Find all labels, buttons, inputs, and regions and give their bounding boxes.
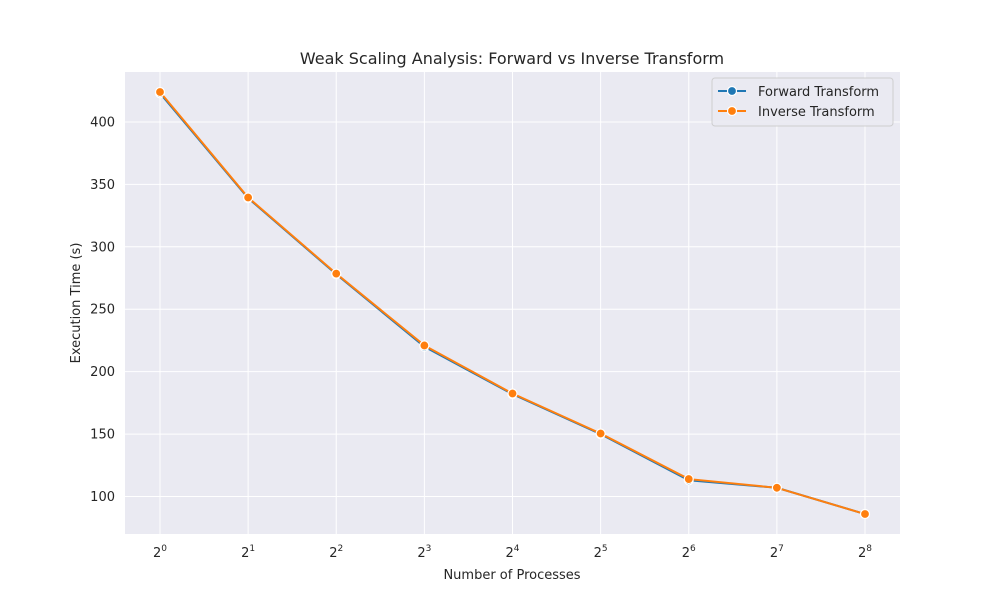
y-tick-label: 200 — [90, 365, 115, 380]
y-tick-label: 150 — [90, 428, 115, 443]
y-tick-label: 400 — [90, 115, 115, 130]
y-tick-label: 100 — [90, 490, 115, 505]
x-tick-label: 22 — [329, 544, 343, 561]
data-point — [771, 482, 782, 493]
x-tick-label: 26 — [682, 544, 696, 561]
legend: Forward Transform Inverse Transform — [711, 77, 894, 127]
data-point — [154, 86, 166, 98]
y-tick-label: 350 — [90, 178, 115, 193]
legend-marker — [726, 85, 738, 97]
grid — [125, 72, 900, 534]
legend-box — [711, 77, 894, 127]
data-point — [419, 340, 430, 351]
y-axis-label: Execution Time (s) — [69, 243, 84, 364]
data-point — [595, 428, 606, 439]
x-axis-label: Number of Processes — [443, 568, 580, 583]
y-tick-label: 250 — [90, 303, 115, 318]
x-tick-label: 23 — [417, 544, 431, 561]
series-layer — [154, 86, 871, 520]
data-point — [683, 473, 694, 485]
legend-marker — [726, 105, 738, 117]
legend-label: Inverse Transform — [758, 105, 875, 120]
data-point — [859, 508, 871, 520]
series-inverse — [154, 86, 871, 520]
x-tick-label: 21 — [241, 544, 255, 561]
x-tick-label: 27 — [770, 544, 784, 561]
legend-label: Forward Transform — [758, 85, 879, 100]
data-point — [507, 388, 518, 399]
y-axis-ticks: 100 150 200 250 300 350 400 — [90, 115, 115, 505]
data-point — [331, 268, 342, 279]
chart-title: Weak Scaling Analysis: Forward vs Invers… — [300, 49, 724, 68]
x-tick-label: 24 — [505, 544, 519, 561]
data-point — [243, 192, 254, 203]
x-axis-ticks: 20 21 22 23 24 25 26 27 28 — [153, 544, 872, 561]
y-tick-label: 300 — [90, 240, 115, 255]
x-tick-label: 20 — [153, 544, 167, 561]
x-tick-label: 25 — [594, 544, 608, 561]
x-tick-label: 28 — [858, 544, 872, 561]
